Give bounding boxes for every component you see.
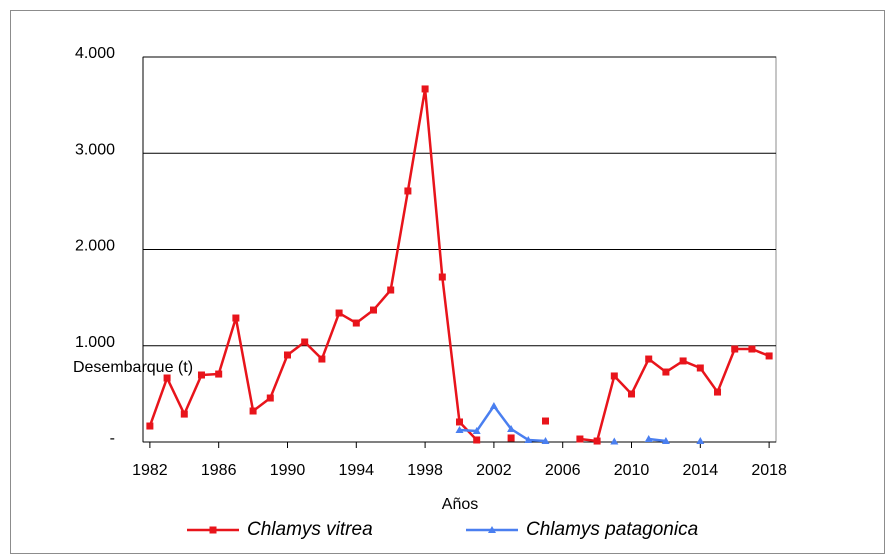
data-point [335, 309, 343, 317]
data-point [455, 425, 464, 433]
legend-marker [488, 526, 496, 533]
y-tick-label: - [110, 430, 115, 447]
x-axis-label: Años [442, 496, 478, 513]
legend-marker [209, 526, 217, 534]
data-point [696, 437, 705, 445]
x-tick-label: 1986 [201, 462, 237, 479]
data-point [507, 434, 515, 442]
data-point [645, 355, 653, 363]
data-point [146, 422, 154, 430]
x-tick-label: 1982 [132, 462, 168, 479]
data-point [524, 435, 533, 443]
data-point [232, 314, 240, 322]
data-point [541, 437, 550, 445]
x-tick-label: 2006 [545, 462, 581, 479]
data-point [369, 306, 377, 314]
data-point [644, 435, 653, 443]
data-point [661, 437, 670, 445]
data-point [610, 437, 619, 445]
data-point [438, 273, 446, 281]
chart-frame [10, 10, 885, 554]
data-point [301, 338, 309, 346]
data-point [352, 319, 360, 327]
data-point [507, 425, 516, 433]
data-point [628, 390, 636, 398]
data-point [714, 388, 722, 396]
legend-label: Chlamys vitrea [247, 519, 373, 540]
legend-label: Chlamys patagonica [526, 519, 698, 540]
y-axis-label: Desembarque (t) [73, 359, 193, 376]
data-point [679, 357, 687, 365]
data-point [696, 364, 704, 372]
data-point [163, 374, 171, 382]
x-tick-label: 1994 [338, 462, 374, 479]
x-tick-label: 1990 [270, 462, 306, 479]
data-point [421, 85, 429, 93]
data-point [593, 437, 601, 445]
data-point [404, 187, 412, 195]
data-point [472, 427, 481, 435]
data-point [662, 368, 670, 376]
data-point [197, 371, 205, 379]
x-tick-label: 2010 [614, 462, 650, 479]
y-tick-label: 1.000 [75, 334, 115, 351]
data-point [542, 417, 550, 425]
x-tick-label: 2018 [751, 462, 787, 479]
x-tick-label: 2014 [683, 462, 719, 479]
data-point [387, 286, 395, 294]
data-point [318, 355, 326, 363]
data-point [765, 352, 773, 360]
data-point [215, 370, 223, 378]
data-point [748, 345, 756, 353]
y-tick-label: 2.000 [75, 238, 115, 255]
data-point [283, 351, 291, 359]
data-point [180, 410, 188, 418]
data-point [489, 402, 498, 410]
x-tick-label: 1998 [407, 462, 443, 479]
data-point [249, 407, 257, 415]
data-point [266, 394, 274, 402]
y-tick-label: 4.000 [75, 45, 115, 62]
x-tick-label: 2002 [476, 462, 512, 479]
data-point [473, 436, 481, 444]
data-point [610, 372, 618, 380]
y-tick-label: 3.000 [75, 141, 115, 158]
data-point [576, 435, 584, 443]
data-point [456, 418, 463, 426]
data-point [731, 345, 739, 353]
